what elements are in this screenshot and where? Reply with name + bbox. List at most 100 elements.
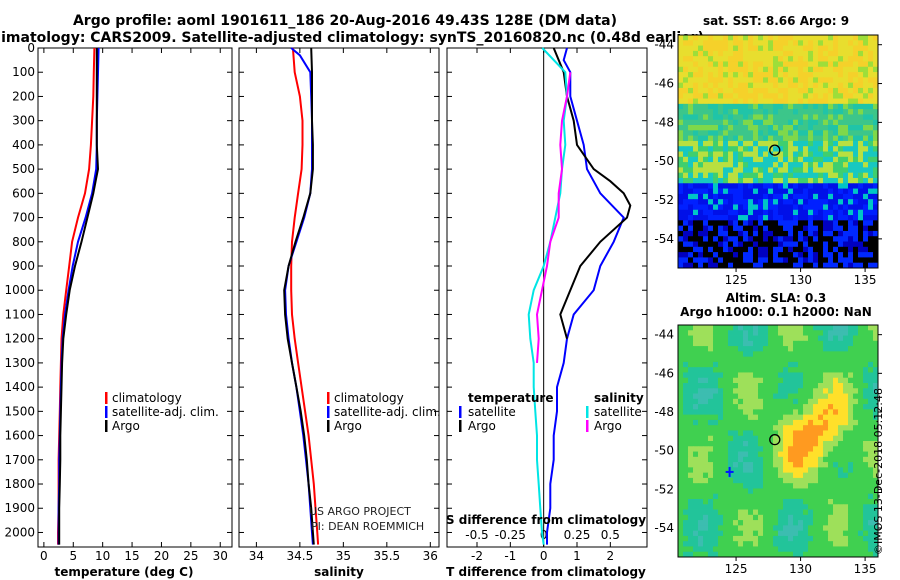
map-cell — [828, 125, 834, 131]
map-cell — [848, 404, 854, 410]
map-cell — [808, 66, 814, 73]
map-cell — [728, 404, 734, 410]
map-cell — [773, 40, 779, 46]
map-cell — [868, 199, 874, 205]
map-cell — [843, 388, 849, 394]
map-cell — [718, 414, 724, 421]
map-cell — [798, 325, 804, 331]
map-cell — [868, 488, 874, 495]
map-cell — [778, 499, 784, 505]
map-cell — [773, 546, 779, 553]
map-cell — [828, 45, 834, 52]
map-cell — [833, 77, 839, 84]
map-cell — [703, 467, 709, 474]
map-cell — [763, 462, 769, 468]
map-cell — [798, 114, 804, 121]
map-cell — [758, 435, 764, 442]
map-cell — [778, 419, 784, 426]
map-cell — [778, 551, 784, 558]
map-cell — [763, 72, 769, 78]
map-cell — [873, 551, 879, 558]
map-cell — [678, 388, 684, 394]
map-cell — [708, 367, 714, 373]
map-cell — [753, 551, 759, 558]
map-cell — [793, 72, 799, 78]
map-cell — [718, 325, 724, 331]
map-cell — [743, 541, 749, 547]
map-cell — [753, 262, 759, 269]
map-cell — [858, 435, 864, 442]
map-cell — [803, 351, 809, 358]
map-cell — [728, 377, 734, 384]
map-cell — [743, 146, 749, 152]
map-cell — [798, 456, 804, 463]
map-cell — [728, 504, 734, 510]
map-cell — [763, 109, 769, 115]
map-cell — [728, 183, 734, 189]
salinity-legend: climatology satellite-adj. clim. Argo — [327, 391, 441, 433]
map-cell — [798, 414, 804, 421]
map-cell — [738, 151, 744, 158]
map-cell — [758, 241, 764, 248]
map-cell — [838, 346, 844, 352]
map-cell — [808, 188, 814, 195]
map-cell — [843, 262, 849, 269]
map-cell — [843, 446, 849, 452]
map-cell — [813, 330, 819, 336]
map-cell — [783, 98, 789, 105]
map-cell — [853, 419, 859, 426]
map-cell — [678, 467, 684, 474]
map-cell — [783, 230, 789, 237]
map-cell — [703, 66, 709, 73]
map-cell — [808, 146, 814, 152]
map-cell — [713, 409, 719, 416]
map-cell — [843, 335, 849, 342]
map-cell — [773, 414, 779, 421]
map-cell — [783, 87, 789, 94]
map-cell — [798, 61, 804, 68]
map-cell — [678, 236, 684, 242]
map-cell — [783, 425, 789, 431]
legend-swatch-argo — [327, 420, 330, 432]
map-cell — [768, 93, 774, 99]
map-cell — [733, 499, 739, 505]
map-cell — [843, 435, 849, 442]
map-cell — [848, 441, 854, 447]
map-cell — [813, 425, 819, 431]
map-cell — [678, 109, 684, 115]
map-cell — [768, 204, 774, 211]
map-cell — [793, 367, 799, 373]
map-cell — [753, 257, 759, 264]
map-cell — [738, 383, 744, 389]
map-cell — [793, 525, 799, 532]
map-cell — [738, 220, 744, 227]
map-cell — [748, 451, 754, 458]
map-cell — [678, 530, 684, 537]
map-cell — [843, 146, 849, 152]
map-cell — [793, 340, 799, 347]
map-cell — [778, 225, 784, 232]
map-cell — [808, 509, 814, 516]
map-cell — [818, 525, 824, 532]
map-cell — [683, 493, 689, 500]
map-cell — [683, 535, 689, 542]
map-cell — [753, 130, 759, 137]
map-cell — [728, 525, 734, 532]
map-cell — [783, 462, 789, 468]
map-cell — [743, 330, 749, 336]
map-cell — [753, 488, 759, 495]
map-cell — [688, 146, 694, 152]
map-cell — [683, 125, 689, 131]
map-cell — [778, 209, 784, 216]
map-cell — [793, 446, 799, 452]
map-cell — [723, 87, 729, 94]
map-cell — [833, 225, 839, 232]
map-cell — [718, 40, 724, 46]
map-cell — [683, 530, 689, 537]
map-cell — [823, 398, 829, 405]
map-cell — [723, 467, 729, 474]
map-cell — [848, 425, 854, 431]
map-cell — [798, 93, 804, 99]
map-cell — [838, 188, 844, 195]
